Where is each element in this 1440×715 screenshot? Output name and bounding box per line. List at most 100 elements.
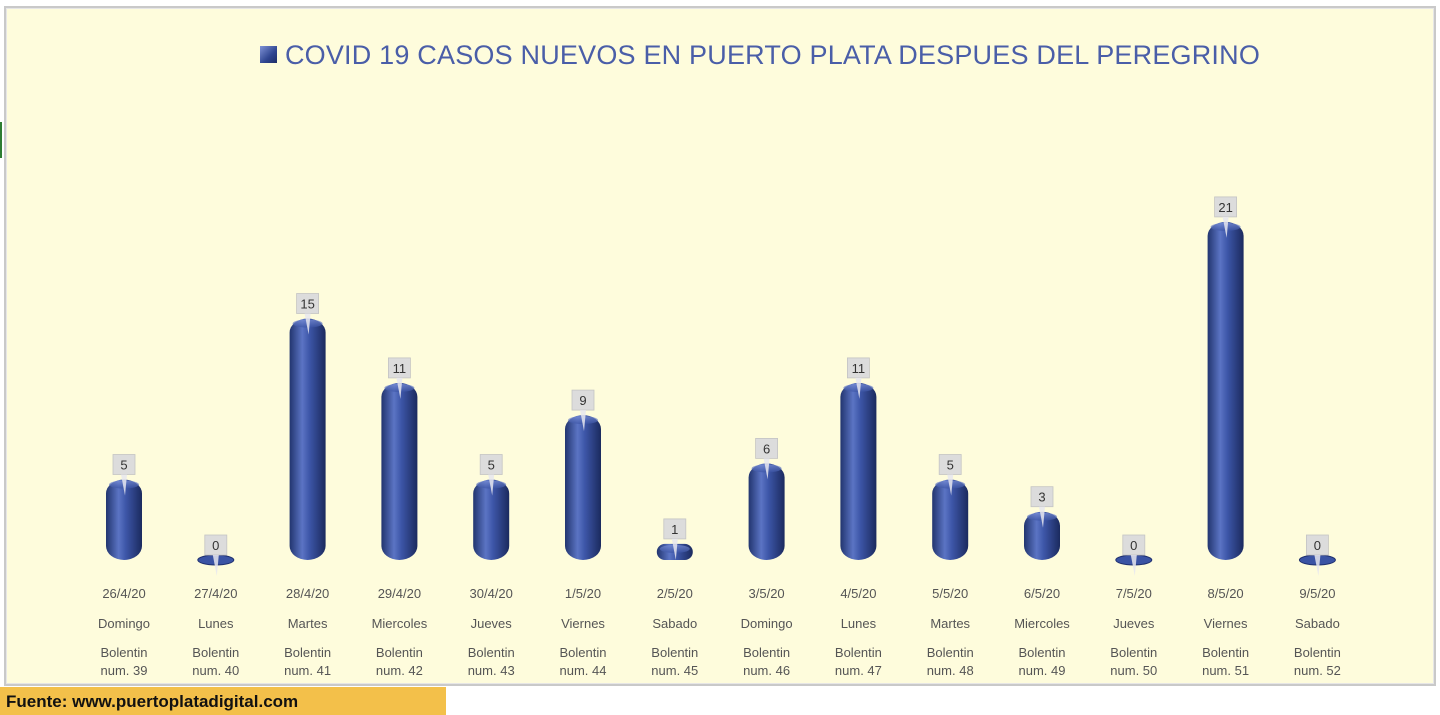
tick-label-day: Viernes xyxy=(561,616,605,631)
bar-body xyxy=(473,479,510,560)
data-label-pointer xyxy=(947,474,954,496)
bar-body xyxy=(1024,511,1060,560)
data-label: 3 xyxy=(1030,486,1054,528)
tick-label-day: Sabado xyxy=(652,616,697,631)
tick-label-day: Sabado xyxy=(1295,616,1340,631)
tick-label-bulletin: Bolentin xyxy=(192,645,239,660)
tick-label-day: Miercoles xyxy=(1014,616,1070,631)
bar xyxy=(748,463,785,560)
tick-label-date: 4/5/20 xyxy=(840,586,876,601)
data-label-text: 11 xyxy=(852,361,866,376)
tick-label-bulletin-number: num. 43 xyxy=(468,663,515,678)
tick-label-bulletin: Bolentin xyxy=(835,645,882,660)
data-label-pointer xyxy=(212,555,219,576)
tick-label-bulletin-number: num. 44 xyxy=(560,663,607,678)
bar-body xyxy=(1207,221,1244,560)
data-label: 11 xyxy=(847,357,870,399)
data-label: 5 xyxy=(112,454,136,496)
data-label-text: 9 xyxy=(579,393,586,408)
tick-label-bulletin-number: num. 40 xyxy=(192,663,239,678)
data-label: 0 xyxy=(1306,534,1329,576)
tick-label-bulletin: Bolentin xyxy=(651,645,698,660)
data-label: 0 xyxy=(204,534,228,576)
tick-label-bulletin-number: num. 51 xyxy=(1202,663,1249,678)
data-label-pointer xyxy=(1222,216,1229,238)
data-label-pointer xyxy=(580,410,586,432)
bar xyxy=(106,479,142,560)
bar-body xyxy=(381,382,418,560)
tick-label-date: 1/5/20 xyxy=(565,586,601,601)
data-label: 15 xyxy=(296,293,320,335)
tick-label-bulletin-number: num. 49 xyxy=(1019,663,1066,678)
tick-label-date: 26/4/20 xyxy=(102,586,145,601)
tick-label-date: 27/4/20 xyxy=(194,586,237,601)
data-label: 0 xyxy=(1122,534,1146,576)
chart-title: COVID 19 CASOS NUEVOS EN PUERTO PLATA DE… xyxy=(0,40,1440,71)
tick-label-day: Jueves xyxy=(1113,616,1155,631)
tick-label-date: 29/4/20 xyxy=(378,586,421,601)
data-label-text: 0 xyxy=(1314,538,1321,553)
data-label-text: 21 xyxy=(1218,200,1232,215)
tick-label-bulletin: Bolentin xyxy=(560,645,607,660)
data-label: 9 xyxy=(571,389,595,432)
data-label-pointer xyxy=(396,377,403,399)
data-label-pointer xyxy=(304,313,311,335)
tick-label-bulletin: Bolentin xyxy=(1294,645,1341,660)
tick-label-date: 3/5/20 xyxy=(749,586,785,601)
bar-body xyxy=(289,318,326,560)
data-label-text: 15 xyxy=(300,297,314,312)
window-edge-mark xyxy=(0,122,2,158)
data-label-text: 3 xyxy=(1038,490,1045,505)
bar xyxy=(473,479,510,560)
data-label-text: 5 xyxy=(947,458,954,473)
tick-label-day: Domingo xyxy=(741,616,793,631)
data-label: 6 xyxy=(755,437,778,480)
source-banner: Fuente: www.puertoplatadigital.com xyxy=(0,687,446,715)
tick-label-day: Lunes xyxy=(841,616,877,631)
tick-label-day: Martes xyxy=(288,616,328,631)
data-label-pointer xyxy=(855,377,862,399)
data-label-text: 6 xyxy=(763,441,770,456)
tick-label-bulletin: Bolentin xyxy=(376,645,423,660)
tick-label-date: 30/4/20 xyxy=(470,586,513,601)
data-label-pointer xyxy=(1130,555,1137,576)
data-label-pointer xyxy=(1314,555,1321,576)
tick-label-bulletin: Bolentin xyxy=(284,645,331,660)
tick-label-date: 9/5/20 xyxy=(1299,586,1335,601)
data-label-text: 0 xyxy=(212,538,219,553)
tick-label-bulletin-number: num. 41 xyxy=(284,663,331,678)
tick-label-bulletin-number: num. 39 xyxy=(101,663,148,678)
tick-label-bulletin-number: num. 52 xyxy=(1294,663,1341,678)
tick-label-day: Lunes xyxy=(198,616,234,631)
data-label-text: 5 xyxy=(488,458,495,473)
tick-label-bulletin: Bolentin xyxy=(1110,645,1157,660)
bar xyxy=(932,479,969,560)
tick-label-bulletin: Bolentin xyxy=(101,645,148,660)
chart-title-text: COVID 19 CASOS NUEVOS EN PUERTO PLATA DE… xyxy=(284,40,1261,70)
data-label: 21 xyxy=(1214,196,1237,238)
tick-label-date: 7/5/20 xyxy=(1116,586,1152,601)
data-label-text: 1 xyxy=(671,522,678,537)
tick-label-date: 5/5/20 xyxy=(932,586,968,601)
tick-label-date: 28/4/20 xyxy=(286,586,329,601)
data-label-pointer xyxy=(671,538,678,560)
tick-label-date: 8/5/20 xyxy=(1208,586,1244,601)
data-label-text: 5 xyxy=(120,458,127,473)
tick-label-bulletin-number: num. 42 xyxy=(376,663,423,678)
data-label: 5 xyxy=(479,454,503,496)
bar xyxy=(381,382,418,560)
bar-body xyxy=(565,415,601,560)
data-label-pointer xyxy=(488,474,495,496)
tick-label-day: Martes xyxy=(930,616,970,631)
tick-label-day: Domingo xyxy=(98,616,150,631)
bar-body xyxy=(106,479,142,560)
tick-label-day: Jueves xyxy=(471,616,513,631)
tick-label-bulletin: Bolentin xyxy=(927,645,974,660)
tick-label-date: 6/5/20 xyxy=(1024,586,1060,601)
tick-label-bulletin: Bolentin xyxy=(743,645,790,660)
tick-label-bulletin: Bolentin xyxy=(468,645,515,660)
data-label-pointer xyxy=(121,474,127,496)
tick-label-day: Miercoles xyxy=(372,616,428,631)
tick-label-date: 2/5/20 xyxy=(657,586,693,601)
